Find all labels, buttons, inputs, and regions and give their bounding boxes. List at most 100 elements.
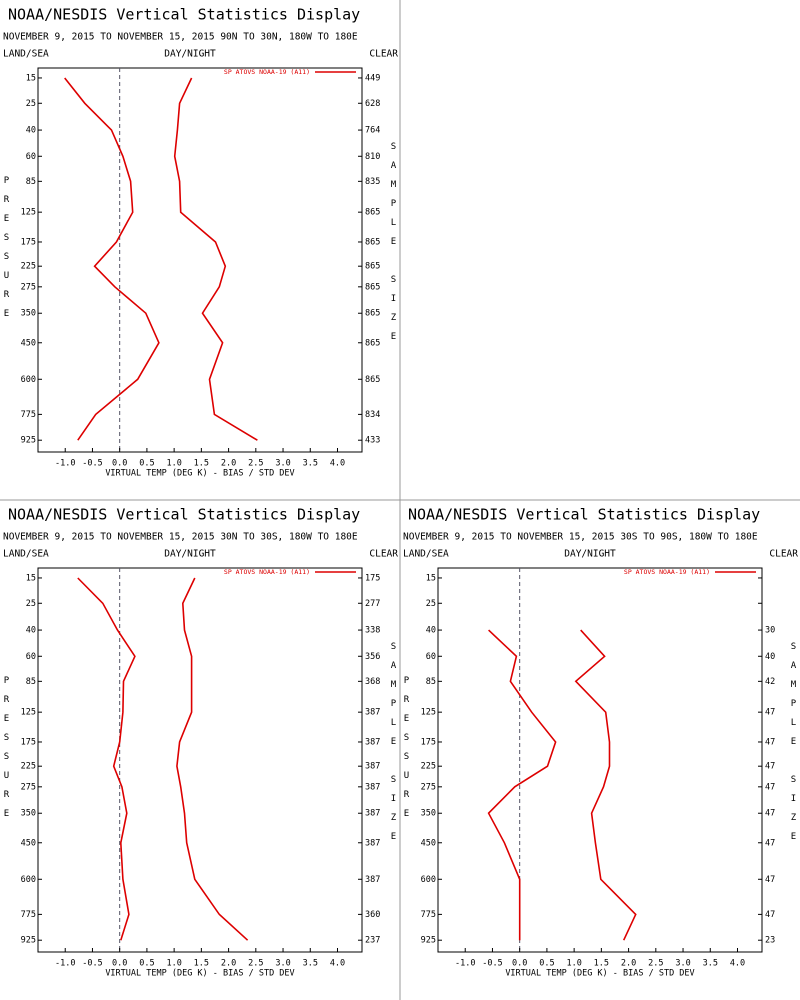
y-tick-label: 125 — [21, 708, 36, 718]
sample-size-label: 387 — [365, 875, 380, 885]
x-tick-label: 0.5 — [139, 959, 154, 969]
sample-size-label: 433 — [365, 436, 380, 446]
sample-size-label: 865 — [365, 208, 380, 218]
y-tick-label: 225 — [21, 762, 36, 772]
legend-label: SP ATOVS NOAA-19 (A11) — [224, 68, 310, 76]
land-sea-label: LAND/SEA — [403, 549, 449, 560]
x-tick-label: 4.0 — [330, 459, 345, 469]
clear-label: CLEAR — [769, 549, 798, 560]
y-tick-label: 15 — [26, 73, 36, 83]
y-tick-label: 275 — [21, 782, 36, 792]
profile-line — [574, 629, 637, 941]
y-tick-label: 925 — [421, 936, 436, 946]
sample-size-label: 237 — [365, 936, 380, 946]
x-tick-label: 3.5 — [703, 959, 718, 969]
clear-label: CLEAR — [369, 549, 398, 560]
sample-size-label: 865 — [365, 375, 380, 385]
plot-frame — [437, 567, 763, 953]
day-night-label: DAY/NIGHT — [164, 549, 216, 560]
y-tick-label: 85 — [26, 677, 36, 687]
y-tick-label: 175 — [21, 737, 36, 747]
chart-subtitle: NOVEMBER 9, 2015 TO NOVEMBER 15, 2015 30… — [3, 532, 358, 543]
x-tick-label: -0.5 — [82, 959, 102, 969]
y-tick-label: 600 — [421, 875, 436, 885]
sample-size-label: 47 — [765, 737, 775, 747]
y-tick-label: 15 — [26, 573, 36, 583]
sample-size-label: 175 — [365, 573, 380, 583]
sample-size-label: 764 — [365, 126, 380, 136]
x-tick-label: 1.0 — [166, 459, 181, 469]
sample-size-label: 47 — [765, 838, 775, 848]
chart-panel: NOAA/NESDIS Vertical Statistics Display N… — [2, 6, 399, 479]
y-tick-label: 275 — [421, 782, 436, 792]
legend-label: SP ATOVS NOAA-19 (A11) — [624, 568, 710, 576]
y-tick-label: 60 — [26, 652, 36, 662]
sample-size-label: 47 — [765, 762, 775, 772]
x-tick-label: 2.0 — [221, 459, 236, 469]
y-tick-label: 25 — [26, 599, 36, 609]
sample-size-label: 338 — [365, 626, 380, 636]
x-tick-label: 3.0 — [275, 959, 290, 969]
y-tick-label: 175 — [421, 737, 436, 747]
y2-axis-label: SAMPLE SIZE — [389, 142, 399, 351]
y2-axis-label: SAMPLE SIZE — [789, 642, 799, 851]
x-tick-label: 0.0 — [112, 959, 127, 969]
y-tick-label: 925 — [21, 436, 36, 446]
day-night-label: DAY/NIGHT — [164, 49, 216, 60]
sample-size-label: 865 — [365, 338, 380, 348]
chart-subtitle: NOVEMBER 9, 2015 TO NOVEMBER 15, 2015 90… — [3, 32, 358, 43]
x-axis-label: VIRTUAL TEMP (DEG K) - BIAS / STD DEV — [505, 969, 694, 979]
sample-size-label: 810 — [365, 152, 380, 162]
x-tick-label: 0.0 — [512, 959, 527, 969]
profile-line — [64, 77, 160, 441]
sample-size-label: 360 — [365, 910, 380, 920]
land-sea-label: LAND/SEA — [3, 49, 49, 60]
clear-label: CLEAR — [369, 49, 398, 60]
sample-size-label: 387 — [365, 782, 380, 792]
sample-size-label: 387 — [365, 838, 380, 848]
y-tick-label: 40 — [26, 126, 36, 136]
x-tick-label: 0.5 — [139, 459, 154, 469]
sample-size-label: 30 — [765, 626, 775, 636]
sample-size-label: 47 — [765, 708, 775, 718]
x-tick-label: -1.0 — [55, 959, 75, 969]
y-tick-label: 60 — [26, 152, 36, 162]
y-tick-label: 60 — [426, 652, 436, 662]
chart-panel: NOAA/NESDIS Vertical Statistics Display N… — [2, 506, 399, 979]
y-tick-label: 40 — [26, 626, 36, 636]
y-tick-label: 25 — [26, 99, 36, 109]
y-tick-label: 450 — [421, 838, 436, 848]
sample-size-label: 449 — [365, 73, 380, 83]
chart-title: NOAA/NESDIS Vertical Statistics Display — [408, 506, 760, 524]
y2-axis-label: SAMPLE SIZE — [389, 642, 399, 851]
y-tick-label: 175 — [21, 237, 36, 247]
x-axis-label: VIRTUAL TEMP (DEG K) - BIAS / STD DEV — [105, 969, 294, 979]
y-tick-label: 125 — [421, 708, 436, 718]
sample-size-label: 47 — [765, 809, 775, 819]
x-tick-label: 2.5 — [248, 459, 263, 469]
legend-label: SP ATOVS NOAA-19 (A11) — [224, 568, 310, 576]
profile-line — [77, 577, 136, 941]
sample-size-label: 835 — [365, 177, 380, 187]
x-tick-label: 4.0 — [730, 959, 745, 969]
y-tick-label: 350 — [421, 809, 436, 819]
x-tick-label: 1.5 — [194, 959, 209, 969]
x-tick-label: -1.0 — [455, 959, 475, 969]
sample-size-label: 47 — [765, 910, 775, 920]
sample-size-label: 23 — [765, 936, 775, 946]
sample-size-label: 387 — [365, 737, 380, 747]
x-tick-label: 0.0 — [112, 459, 127, 469]
sample-size-label: 387 — [365, 809, 380, 819]
y-tick-label: 225 — [21, 262, 36, 272]
sample-size-label: 628 — [365, 99, 380, 109]
y-tick-label: 15 — [426, 573, 436, 583]
profile-line — [173, 77, 258, 441]
sample-size-label: 356 — [365, 652, 380, 662]
land-sea-label: LAND/SEA — [3, 549, 49, 560]
y-tick-label: 775 — [21, 410, 36, 420]
sample-size-label: 368 — [365, 677, 380, 687]
day-night-label: DAY/NIGHT — [564, 549, 616, 560]
sample-size-label: 47 — [765, 875, 775, 885]
sample-size-label: 834 — [365, 410, 380, 420]
x-tick-label: -0.5 — [82, 459, 102, 469]
